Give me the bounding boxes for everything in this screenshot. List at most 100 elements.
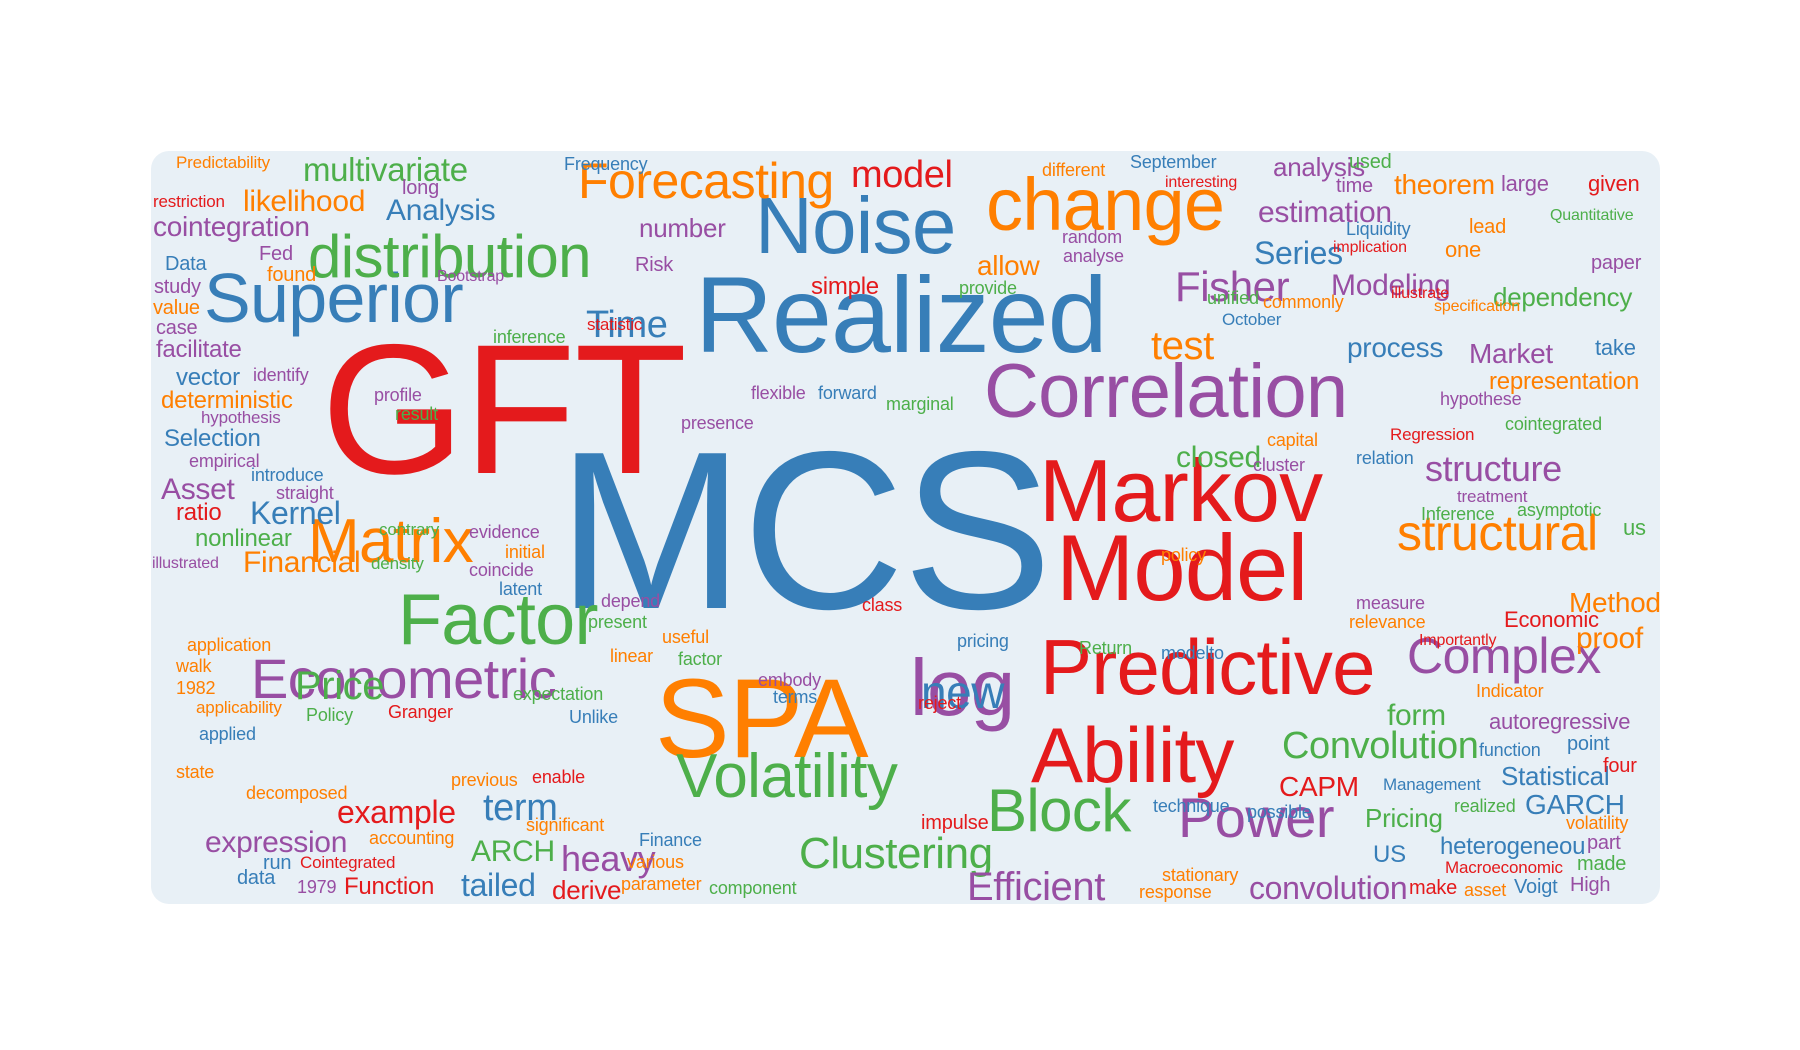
- word-previous: previous: [451, 770, 518, 790]
- word-multivariate: multivariate: [303, 151, 468, 188]
- word-run: run: [263, 852, 292, 874]
- word-expression: expression: [205, 826, 348, 859]
- word-unlike: Unlike: [569, 707, 618, 727]
- word-frequency: Frequency: [564, 154, 648, 174]
- word-capital: capital: [1267, 430, 1318, 450]
- word-make: make: [1409, 877, 1458, 899]
- word-predictive: Predictive: [1040, 623, 1375, 711]
- word-cluster: cluster: [1253, 455, 1305, 475]
- word-cloud: MCS GFT Realized SPA Model Markov Predic…: [151, 151, 1660, 904]
- word-parameter: parameter: [621, 874, 702, 894]
- word-class: class: [862, 595, 903, 615]
- word-specification: specification: [1434, 298, 1520, 315]
- word-data-cap: Data: [165, 253, 207, 275]
- word-component: component: [709, 878, 797, 898]
- word-large: large: [1501, 171, 1549, 196]
- word-method: Method: [1569, 587, 1660, 618]
- word-coincide: coincide: [469, 560, 534, 580]
- word-cointegrated: cointegrated: [1505, 414, 1602, 434]
- word-commonly: commonly: [1263, 292, 1344, 312]
- word-factor: Factor: [398, 580, 598, 660]
- word-example: example: [337, 794, 456, 830]
- word-proof: proof: [1576, 622, 1643, 655]
- word-provide: provide: [959, 278, 1017, 298]
- word-market: Market: [1469, 338, 1553, 369]
- word-importantly: Importantly: [1419, 632, 1497, 649]
- word-likelihood: likelihood: [243, 185, 366, 218]
- word-structure: structure: [1425, 448, 1562, 489]
- word-technique: technique: [1153, 796, 1230, 816]
- word-density: density: [371, 554, 424, 573]
- word-reject: reject: [918, 693, 961, 713]
- word-presence: presence: [681, 413, 754, 433]
- word-volatility: volatility: [1566, 813, 1629, 833]
- word-risk: Risk: [635, 254, 674, 276]
- word-1979: 1979: [297, 877, 337, 897]
- word-point: point: [1567, 733, 1610, 755]
- word-dependency: dependency: [1493, 282, 1633, 312]
- word-time: time: [1336, 175, 1373, 197]
- word-implication: implication: [1333, 239, 1407, 256]
- word-statistic: statistic: [587, 315, 643, 334]
- word-high: High: [1570, 874, 1611, 896]
- word-marginal: marginal: [886, 394, 954, 414]
- word-forward: forward: [818, 383, 877, 403]
- word-heavy: heavy: [561, 838, 656, 879]
- word-regression: Regression: [1390, 425, 1475, 444]
- word-application: application: [187, 635, 272, 655]
- word-pricing-cap: Pricing: [1365, 803, 1443, 833]
- word-relevance: relevance: [1349, 612, 1426, 632]
- word-predictability: Predictability: [176, 153, 270, 172]
- word-macroeconomic: Macroeconomic: [1445, 858, 1563, 877]
- word-september: September: [1130, 152, 1217, 172]
- word-heterogeneou: heterogeneou: [1440, 833, 1586, 860]
- word-significant: significant: [526, 815, 605, 835]
- word-allow: allow: [977, 250, 1040, 281]
- word-flexible: flexible: [751, 383, 806, 403]
- word-four: four: [1603, 755, 1637, 777]
- word-gft: GFT: [321, 307, 687, 513]
- word-volatility: Volatility: [676, 742, 898, 811]
- word-pricing: pricing: [957, 631, 1009, 651]
- word-made: made: [1577, 853, 1627, 875]
- word-enable: enable: [532, 767, 585, 787]
- word-kernel: Kernel: [250, 495, 341, 531]
- word-complex: Complex: [1407, 628, 1601, 684]
- word-analyse: analyse: [1063, 246, 1124, 266]
- word-us: us: [1623, 515, 1646, 540]
- word-spa: SPA: [655, 656, 869, 781]
- word-closed: closed: [1176, 441, 1261, 474]
- word-liquidity: Liquidity: [1346, 219, 1411, 239]
- word-representation: representation: [1489, 368, 1640, 395]
- word-value: value: [153, 297, 200, 319]
- word-hypothesis: hypothesis: [201, 408, 281, 427]
- word-linear: linear: [610, 646, 653, 666]
- word-test: test: [1151, 324, 1214, 368]
- word-distribution: distribution: [308, 223, 592, 290]
- word-analysis: analysis: [1273, 152, 1365, 182]
- word-power: Power: [1178, 786, 1334, 849]
- word-case: case: [156, 317, 198, 339]
- word-asset: asset: [1464, 880, 1507, 900]
- word-modelto: modelto: [1161, 643, 1224, 663]
- word-voigt: Voigt: [1514, 876, 1558, 898]
- word-superior: Superior: [204, 259, 464, 337]
- word-lead: lead: [1469, 216, 1507, 238]
- word-1982: 1982: [176, 678, 216, 698]
- word-number: number: [639, 213, 726, 243]
- word-restriction: restriction: [153, 192, 225, 211]
- word-price: Price: [295, 664, 385, 708]
- word-function-cap: Function: [344, 873, 435, 900]
- word-inference: inference: [493, 327, 566, 347]
- word-paper: paper: [1591, 252, 1642, 274]
- word-various: various: [627, 852, 684, 872]
- word-estimation: estimation: [1258, 196, 1392, 229]
- word-new: new: [921, 666, 1005, 718]
- word-treatment: treatment: [1457, 487, 1528, 506]
- word-factor: factor: [678, 649, 722, 669]
- word-term: term: [483, 787, 558, 829]
- word-applied: applied: [199, 724, 256, 744]
- word-latent: latent: [499, 579, 542, 599]
- word-markov: Markov: [1039, 441, 1323, 540]
- word-ability: Ability: [1031, 711, 1234, 799]
